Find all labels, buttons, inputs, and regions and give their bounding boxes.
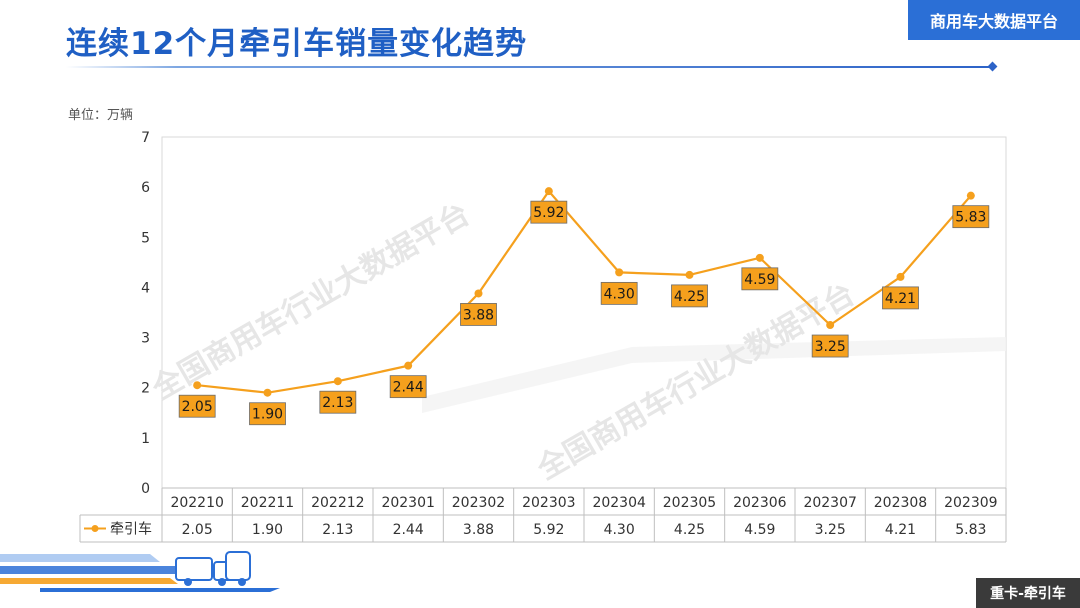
legend-series-name: 牵引车: [110, 521, 152, 538]
table-value-cell: 1.90: [252, 522, 283, 538]
table-value-cell: 4.59: [744, 522, 775, 538]
data-point: [263, 388, 272, 397]
x-tick-label: 202304: [592, 495, 646, 511]
data-label-box: [530, 200, 568, 224]
data-point: [826, 321, 835, 330]
data-label-box: [389, 375, 427, 399]
data-label-box: [952, 205, 990, 229]
data-point: [615, 268, 624, 277]
table-value-cell: 4.25: [674, 522, 705, 538]
y-tick-label: 3: [141, 331, 150, 347]
title-divider: [66, 66, 994, 68]
brand-badge: 商用车大数据平台: [908, 0, 1080, 40]
x-tick-label: 202305: [663, 495, 716, 511]
data-label: 4.59: [744, 272, 775, 288]
x-tick-label: 202308: [874, 495, 927, 511]
series-line: [197, 189, 972, 394]
data-label: 1.90: [252, 407, 283, 423]
data-point: [333, 377, 342, 386]
y-tick-label: 0: [141, 481, 150, 497]
data-label-box: [319, 390, 357, 414]
data-label-box: [460, 303, 497, 326]
data-point: [755, 253, 764, 262]
x-tick-label: 202302: [452, 495, 505, 511]
x-tick-label: 202211: [241, 495, 294, 511]
data-label: 4.21: [885, 291, 916, 307]
table-value-cell: 4.30: [604, 522, 635, 538]
x-tick-label: 202210: [170, 495, 223, 511]
data-label-box: [671, 284, 708, 308]
data-label: 4.30: [604, 286, 635, 302]
truck-logo-graphic: [0, 551, 280, 592]
y-tick-label: 2: [141, 381, 150, 397]
y-tick-label: 7: [141, 130, 150, 146]
x-tick-label: 202307: [803, 495, 856, 511]
data-label-box: [178, 394, 216, 418]
table-value-cell: 2.44: [393, 522, 424, 538]
x-tick-label: 202306: [733, 495, 787, 511]
data-point: [896, 272, 905, 281]
data-label: 5.83: [955, 210, 986, 226]
data-label: 2.13: [322, 395, 353, 411]
data-point: [474, 289, 483, 298]
data-label: 2.44: [393, 380, 424, 396]
data-label: 3.25: [815, 339, 846, 355]
page-title: 连续12个月牵引车销量变化趋势: [66, 26, 528, 62]
data-label: 3.88: [463, 307, 494, 323]
data-label: 2.05: [182, 399, 213, 415]
legend-marker-swatch: [91, 525, 99, 532]
table-value-cell: 2.05: [182, 522, 213, 538]
background-light-band: [422, 337, 1006, 413]
data-label-box: [811, 334, 849, 358]
table-value-cell: 2.13: [322, 522, 353, 538]
table-value-cell: 5.83: [955, 522, 986, 538]
data-point: [685, 270, 694, 279]
footer-category-badge: 重卡-牵引车: [976, 578, 1080, 608]
y-tick-label: 4: [141, 280, 150, 296]
table-value-cell: 3.88: [463, 522, 494, 538]
x-tick-label: 202212: [311, 495, 364, 511]
data-point: [544, 187, 553, 196]
x-tick-label: 202303: [522, 495, 575, 511]
y-tick-label: 1: [141, 431, 150, 447]
data-point: [193, 381, 202, 390]
y-tick-label: 6: [141, 180, 150, 196]
data-label: 4.25: [674, 289, 705, 305]
unit-label: 单位：万辆: [68, 108, 134, 123]
data-label-box: [249, 402, 286, 426]
x-tick-label: 202301: [381, 495, 434, 511]
data-label: 5.92: [533, 205, 564, 221]
data-label-box: [600, 281, 638, 305]
table-value-cell: 3.25: [815, 522, 846, 538]
data-label-box: [882, 286, 919, 310]
table-value-cell: 5.92: [533, 522, 564, 538]
data-point: [404, 361, 413, 370]
y-tick-label: 5: [141, 230, 150, 246]
data-point: [966, 191, 975, 200]
table-value-cell: 4.21: [885, 522, 916, 538]
data-label-box: [741, 267, 779, 291]
x-tick-label: 202309: [944, 495, 997, 511]
